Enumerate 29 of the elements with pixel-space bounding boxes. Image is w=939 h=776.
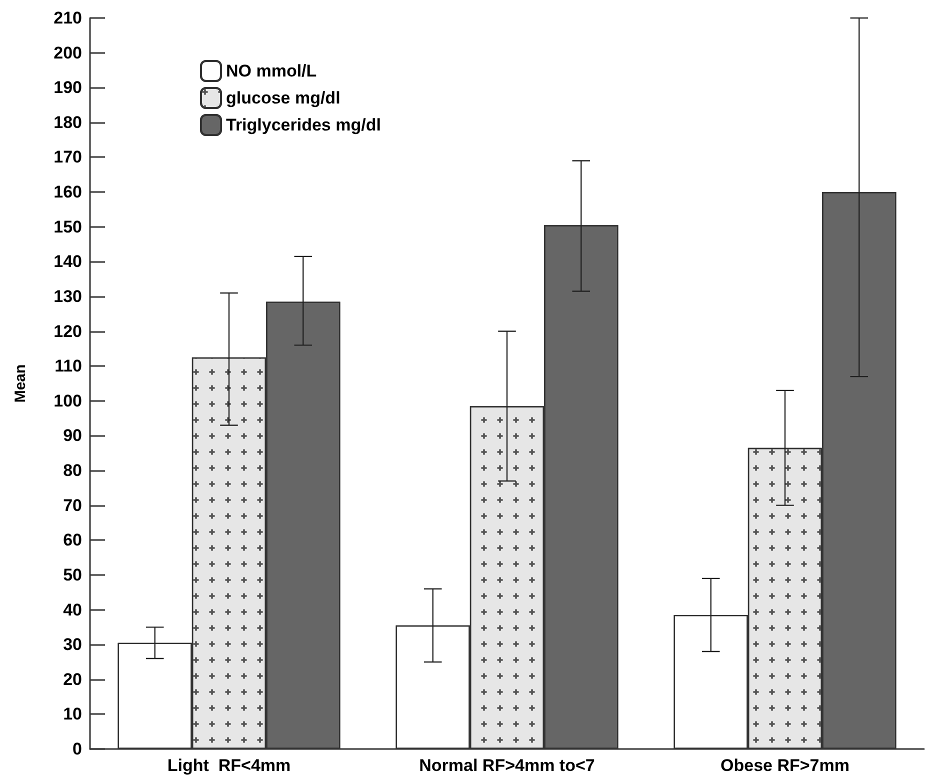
y-tick-label: 60 bbox=[63, 530, 82, 550]
y-axis-title: Mean bbox=[12, 364, 29, 403]
x-tick-label: Normal RF>4mm to<7 bbox=[419, 756, 595, 775]
legend-label: glucose mg/dl bbox=[226, 88, 340, 108]
x-tick-label: Obese RF>7mm bbox=[720, 756, 850, 775]
y-tick-label: 170 bbox=[54, 148, 82, 167]
y-tick-label: 200 bbox=[54, 43, 82, 62]
y-tick-label: 150 bbox=[54, 217, 82, 236]
y-tick-label: 30 bbox=[63, 635, 82, 654]
y-tick-label: 40 bbox=[63, 600, 82, 620]
y-tick-label: 10 bbox=[63, 704, 82, 724]
y-tick-label: 50 bbox=[63, 565, 82, 584]
y-tick-label: 120 bbox=[54, 322, 82, 341]
legend-label: Triglycerides mg/dl bbox=[226, 116, 381, 134]
y-tick-label: 70 bbox=[63, 496, 82, 515]
y-tick-label: 100 bbox=[54, 391, 82, 410]
y-tick-label: 110 bbox=[54, 356, 82, 376]
y-tick-label: 180 bbox=[54, 112, 82, 132]
y-tick-label: 0 bbox=[72, 740, 82, 758]
y-tick-label: 210 bbox=[54, 8, 82, 28]
y-tick-label: 20 bbox=[63, 670, 82, 689]
y-tick-label: 140 bbox=[54, 252, 82, 272]
legend-label: NO mmol/L bbox=[226, 62, 317, 80]
y-tick-label: 90 bbox=[63, 426, 82, 446]
y-tick-label: 160 bbox=[54, 182, 82, 202]
y-tick-label: 80 bbox=[63, 461, 82, 480]
y-tick-label: 190 bbox=[54, 78, 82, 98]
y-tick-label: 130 bbox=[54, 286, 82, 306]
x-tick-label: Light RF<4mm bbox=[167, 756, 291, 775]
